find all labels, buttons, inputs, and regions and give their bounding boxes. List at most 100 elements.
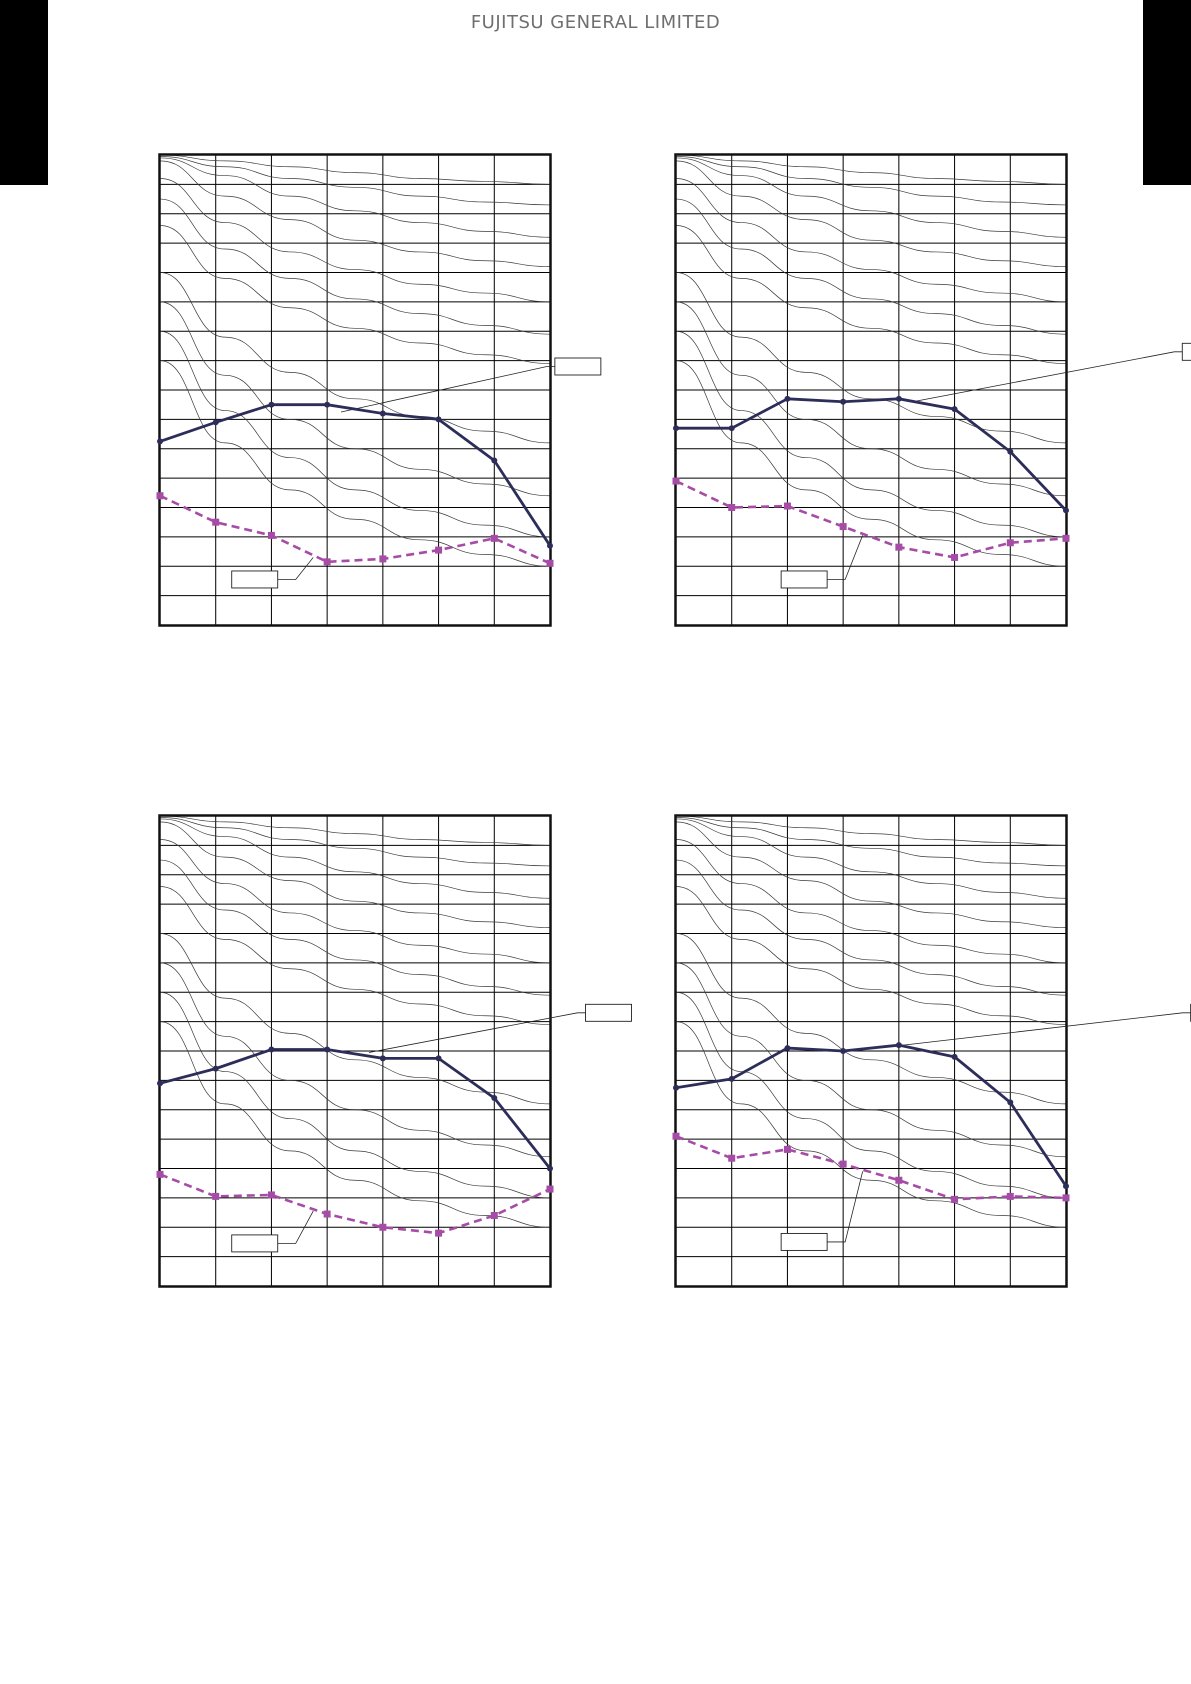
characteristic-curve — [159, 198, 551, 335]
callout-label-box — [231, 570, 279, 589]
series-b-point — [1062, 534, 1070, 542]
characteristic-curve — [159, 962, 551, 1158]
characteristic-curve — [675, 330, 1067, 538]
series-a-point — [324, 1046, 331, 1053]
series-b-point — [379, 555, 387, 563]
series-a-point — [379, 410, 386, 417]
callout-leader — [277, 1210, 314, 1244]
characteristic-curve — [159, 272, 551, 444]
characteristic-curve — [159, 933, 551, 1105]
series-a — [673, 395, 1069, 514]
series-b-point — [490, 534, 498, 542]
series-a-point — [435, 1055, 442, 1062]
chart-panel-top-left — [156, 153, 602, 627]
series-b-point — [728, 504, 736, 511]
series-b-point — [1006, 539, 1014, 547]
series-b-point — [435, 546, 443, 554]
series-a-point — [1007, 448, 1014, 455]
characteristic-curve — [675, 817, 1067, 867]
series-a-point — [728, 425, 735, 432]
characteristic-curve — [159, 818, 551, 899]
series-a-point — [895, 395, 902, 402]
series-b-point — [783, 1145, 791, 1153]
plot-frame — [674, 153, 1068, 627]
characteristic-curve — [675, 154, 1067, 185]
grid — [676, 155, 1066, 625]
section-tab-left — [0, 0, 48, 185]
series-b-point — [212, 1192, 220, 1200]
characteristic-curve — [675, 818, 1067, 899]
chart-panel-bottom-left — [156, 814, 632, 1288]
series-a-line — [675, 1043, 1068, 1187]
characteristic-curve — [675, 157, 1067, 238]
series-b-point — [323, 558, 331, 566]
series-b-line — [675, 479, 1067, 559]
callout-label-box — [585, 1003, 632, 1022]
series-b-point — [435, 1229, 443, 1237]
series-b-point — [672, 1132, 680, 1140]
series-a-point — [728, 1075, 735, 1082]
characteristic-curve — [159, 157, 551, 238]
callout-leader — [368, 1012, 586, 1053]
series-a-point — [547, 542, 553, 549]
series-a-point — [547, 1165, 553, 1172]
series-b-point — [156, 1170, 164, 1178]
characteristic-curves — [675, 154, 1067, 567]
series-a-point — [212, 1065, 219, 1072]
series-a-line — [159, 1048, 552, 1170]
callout-leader — [890, 1012, 1191, 1047]
characteristic-curve — [675, 198, 1067, 335]
characteristic-curve — [675, 859, 1067, 996]
series-a-point — [951, 1053, 958, 1060]
callout-label-box — [1181, 342, 1191, 361]
series-b-line — [675, 1134, 1067, 1201]
series-b-point — [839, 1160, 847, 1168]
series-b-point — [212, 518, 220, 526]
series-a-point — [840, 1048, 847, 1054]
section-tab-right — [1143, 0, 1191, 185]
characteristic-curves — [675, 815, 1067, 1228]
series-b-point — [156, 492, 164, 500]
series-b-point — [267, 1191, 275, 1199]
callout-series-b — [231, 1210, 314, 1253]
series-a-point — [673, 1084, 679, 1091]
series-a-point — [951, 406, 958, 413]
callout-series-a — [340, 357, 602, 413]
series-b-point — [1062, 1194, 1070, 1202]
series-b-point — [267, 531, 275, 539]
series-b-point — [839, 523, 847, 531]
series-a-point — [491, 1095, 498, 1101]
characteristic-curve — [159, 178, 551, 303]
series-b-point — [379, 1223, 387, 1231]
callout-leader — [277, 557, 314, 580]
series-b-point — [951, 1195, 959, 1203]
callout-series-a — [890, 1003, 1191, 1047]
characteristic-curve — [675, 301, 1067, 497]
header-brand: FUJITSU GENERAL LIMITED — [470, 12, 721, 33]
series-a-point — [157, 438, 163, 445]
chart-panel-bottom-right — [672, 814, 1191, 1288]
characteristic-curve — [675, 272, 1067, 444]
series-b-point — [728, 1154, 736, 1162]
characteristic-curve — [675, 991, 1067, 1199]
characteristic-curve — [675, 821, 1067, 928]
series-b-line — [159, 1173, 551, 1235]
series-b — [156, 1170, 554, 1237]
series-a-point — [673, 425, 679, 432]
characteristic-curve — [159, 360, 551, 567]
series-a — [157, 401, 553, 549]
characteristic-curve — [159, 225, 551, 364]
characteristic-curves — [159, 815, 551, 1228]
callout-leader — [827, 535, 864, 580]
series-b-point — [546, 559, 554, 567]
series-b-point — [323, 1210, 331, 1218]
characteristic-curves — [159, 154, 551, 567]
characteristic-curve — [159, 815, 551, 846]
callout-leader — [340, 366, 555, 413]
callout-leader — [912, 351, 1183, 403]
series-a-point — [268, 1046, 275, 1053]
characteristic-curve — [159, 156, 551, 206]
series-b — [156, 492, 554, 567]
series-b-point — [672, 477, 680, 485]
series-b — [672, 1132, 1070, 1203]
